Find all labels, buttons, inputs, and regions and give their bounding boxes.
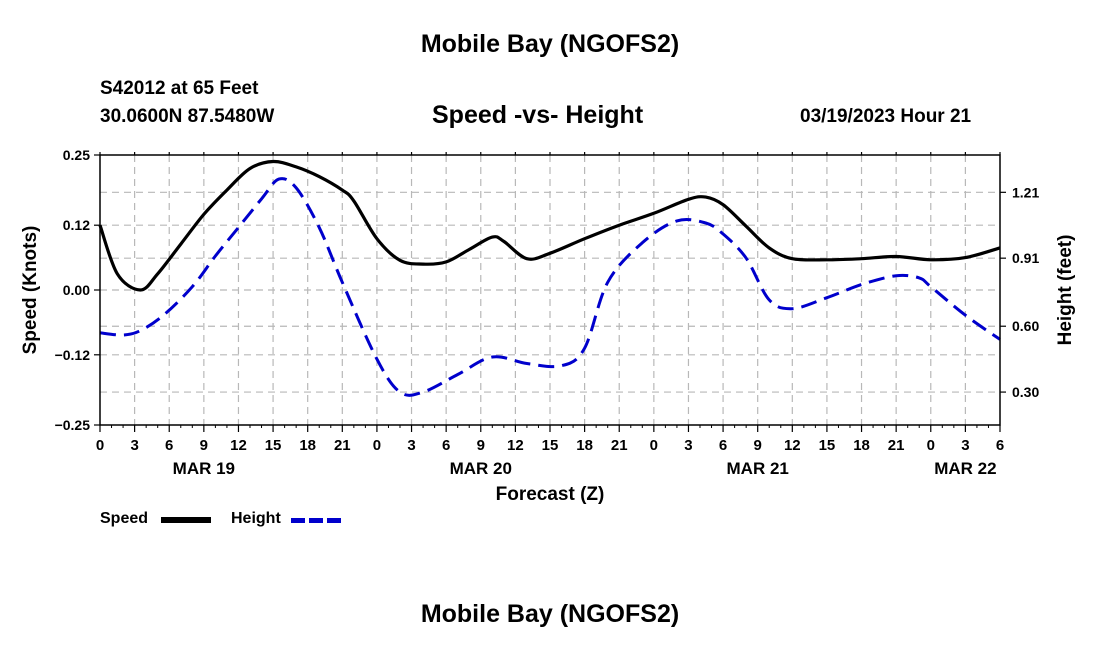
x-tick-label: 18 [576,437,593,454]
series-lines [98,159,1001,397]
series-line-speed [98,159,1001,292]
x-tick-label: 21 [334,437,351,454]
x-tick-label: 0 [96,437,104,454]
legend-speed-swatch [161,517,211,523]
date-label: MAR 20 [450,459,512,478]
y-left-tick-label: 0.00 [63,282,90,298]
grid [100,155,1000,425]
x-tick-label: 9 [200,437,208,454]
datetime-label: 03/19/2023 Hour 21 [800,106,972,127]
x-tick-label: 0 [927,437,935,454]
x-tick-label: 0 [373,437,381,454]
station-label: S42012 at 65 Feet [100,78,259,99]
date-label: MAR 21 [727,459,789,478]
x-tick-label: 18 [853,437,870,454]
top-title: Mobile Bay (NGOFS2) [420,30,680,58]
x-tick-label: 6 [996,437,1004,454]
y-right-tick-label: 0.30 [1012,384,1039,400]
x-axis-label: Forecast (Z) [496,484,605,505]
y-right-tick-label: 0.91 [1012,250,1039,266]
coordinates-label: 30.0600N 87.5480W [100,106,275,127]
y-left-tick-label: −0.25 [55,417,91,433]
date-label: MAR 19 [173,459,235,478]
x-tick-label: 15 [265,437,282,454]
bottom-title: Mobile Bay (NGOFS2) [420,600,680,628]
y-left-tick-label: 0.12 [63,217,90,233]
date-label: MAR 22 [934,459,996,478]
x-tick-label: 6 [719,437,727,454]
x-tick-label: 9 [754,437,762,454]
x-tick-label: 3 [407,437,415,454]
x-tick-label: 3 [961,437,969,454]
x-tick-label: 21 [611,437,628,454]
x-tick-label: 0 [650,437,658,454]
y-left-tick-label: 0.25 [63,147,90,163]
x-tick-label: 12 [784,437,801,454]
x-tick-label: 12 [230,437,247,454]
series-line-height [99,177,1001,397]
chart-title: Speed -vs- Height [432,101,644,129]
x-tick-label: 21 [888,437,905,454]
y-left-tick-label: −0.12 [55,347,91,363]
legend-speed-label: Speed [100,510,149,527]
x-tick-label: 9 [477,437,485,454]
y-right-tick-label: 0.60 [1012,318,1039,334]
x-tick-label: 6 [442,437,450,454]
x-tick-label: 15 [542,437,559,454]
right-y-axis-label: Height (feet) [1055,235,1076,346]
y-right-tick-label: 1.21 [1012,184,1039,200]
axis-ticks: 0 3 6 9 12 15 18 21 0 3 6 9 12 15 18 21 0 3 6 9 12 15 18 21 0 3 6M… [55,147,1040,478]
x-tick-label: 15 [819,437,836,454]
legend-height-label: Height [231,510,281,527]
legend-height-swatch [291,518,341,523]
left-y-axis-label: Speed (Knots) [20,226,41,355]
x-tick-label: 18 [299,437,316,454]
x-tick-label: 3 [684,437,692,454]
x-tick-label: 3 [130,437,138,454]
x-tick-label: 6 [165,437,173,454]
x-tick-label: 12 [507,437,524,454]
